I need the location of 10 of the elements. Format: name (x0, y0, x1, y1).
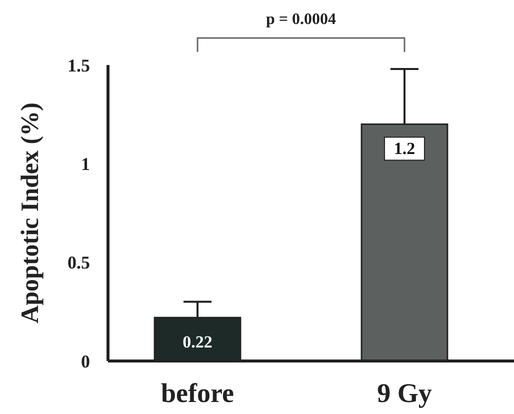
data-label: 1.2 (394, 139, 416, 158)
y-tick-label: 1 (81, 154, 90, 174)
y-tick-label: 0 (81, 351, 90, 372)
y-tick-label: 0.5 (68, 252, 90, 273)
x-tick-label: before (161, 378, 234, 408)
data-label: 0.22 (182, 332, 212, 352)
x-tick-label: 9 Gy (377, 378, 432, 408)
y-axis-title: Apoptotic Index (%) (17, 102, 44, 324)
y-tick-label: 1.5 (68, 55, 90, 76)
text: p = 0.0004 (266, 11, 336, 28)
